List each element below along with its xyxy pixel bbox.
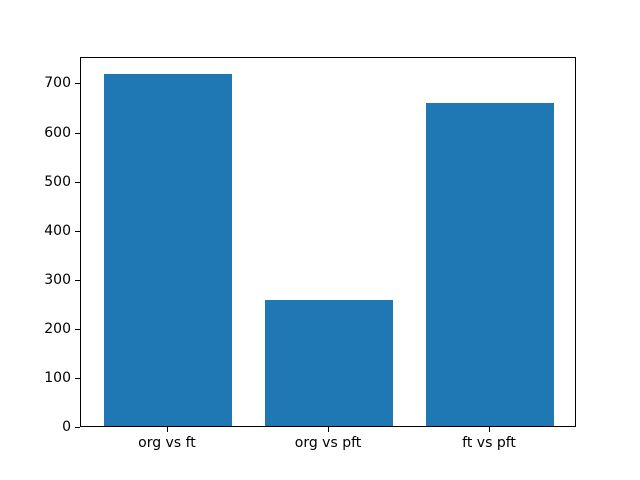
y-tick-mark — [75, 83, 80, 85]
y-axis-tick-label: 0 — [62, 419, 71, 435]
y-axis-tick-label: 600 — [44, 124, 71, 141]
x-axis-tick-label: org vs pft — [294, 435, 362, 451]
y-tick-mark — [75, 181, 80, 183]
x-axis-tick-label: org vs ft — [138, 435, 196, 451]
y-axis-tick-label: 100 — [44, 369, 71, 386]
y-axis-tick-label: 400 — [44, 222, 71, 239]
y-tick-mark — [75, 230, 80, 232]
y-tick-mark — [75, 377, 80, 379]
x-tick-mark — [166, 427, 168, 432]
x-tick-mark — [328, 427, 329, 432]
plot-area — [80, 57, 576, 427]
y-tick-mark — [75, 132, 80, 134]
y-tick-mark — [75, 279, 80, 281]
y-axis-tick-label: 300 — [44, 271, 71, 288]
y-axis-tick-label: 500 — [44, 173, 71, 190]
x-axis-tick-label: ft vs pft — [462, 435, 516, 451]
y-tick-mark — [75, 427, 80, 428]
bar-org-vs-ft — [103, 73, 233, 426]
y-axis-tick-label: 700 — [44, 75, 71, 92]
x-tick-mark — [489, 427, 491, 432]
bar-org-vs-pft — [264, 300, 394, 426]
bar-ft-vs-pft — [425, 103, 555, 426]
y-axis-tick-label: 200 — [44, 320, 71, 337]
y-tick-mark — [75, 328, 80, 330]
